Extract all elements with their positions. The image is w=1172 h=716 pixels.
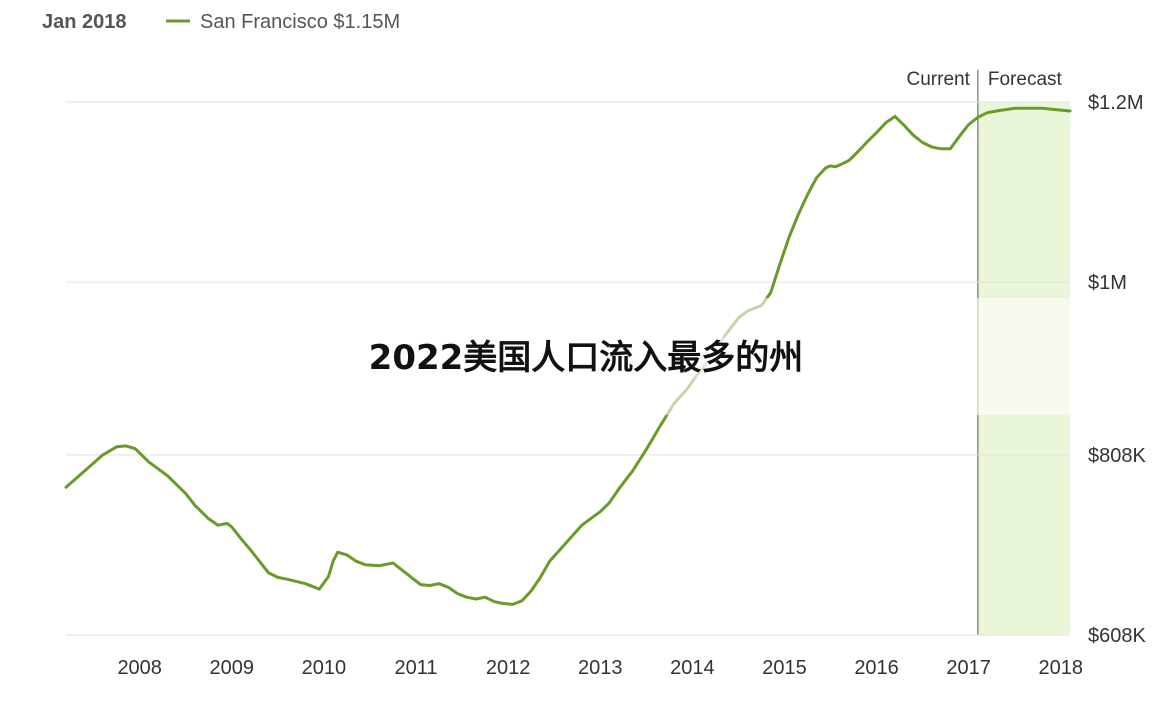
legend-date: Jan 2018 xyxy=(42,11,127,33)
x-tick-label: 2012 xyxy=(486,657,531,679)
x-tick-label: 2016 xyxy=(854,657,899,679)
x-tick-label: 2015 xyxy=(762,657,807,679)
x-tick-label: 2013 xyxy=(578,657,623,679)
y-axis: $1.2M $1M $808K $608K xyxy=(1088,92,1146,647)
y-tick-label: $808K xyxy=(1088,445,1146,467)
x-tick-label: 2011 xyxy=(395,657,438,679)
x-tick-label: 2010 xyxy=(302,657,347,679)
forecast-label: Forecast xyxy=(988,69,1063,90)
x-tick-label: 2008 xyxy=(117,657,162,679)
current-label: Current xyxy=(907,69,971,90)
x-tick-label: 2018 xyxy=(1039,657,1084,679)
zone-labels: Current Forecast xyxy=(907,69,1063,90)
x-axis: 2008 2009 2010 2011 2012 2013 2014 2015 2016 2017… xyxy=(117,657,1083,679)
x-tick-label: 2014 xyxy=(670,657,715,679)
title-band xyxy=(66,298,1070,415)
x-tick-label: 2009 xyxy=(210,657,255,679)
series-layer xyxy=(64,106,1072,606)
series-line-0 xyxy=(64,106,1072,606)
overlay-title: 2022美国人口流入最多的州 xyxy=(368,338,804,378)
x-tick-label: 2017 xyxy=(946,657,991,679)
y-tick-label: $1.2M xyxy=(1088,92,1144,114)
y-tick-label: $1M xyxy=(1088,272,1127,294)
legend-series-label: San Francisco $1.15M xyxy=(200,11,400,33)
y-tick-label: $608K xyxy=(1088,625,1146,647)
gridlines xyxy=(66,101,1070,636)
